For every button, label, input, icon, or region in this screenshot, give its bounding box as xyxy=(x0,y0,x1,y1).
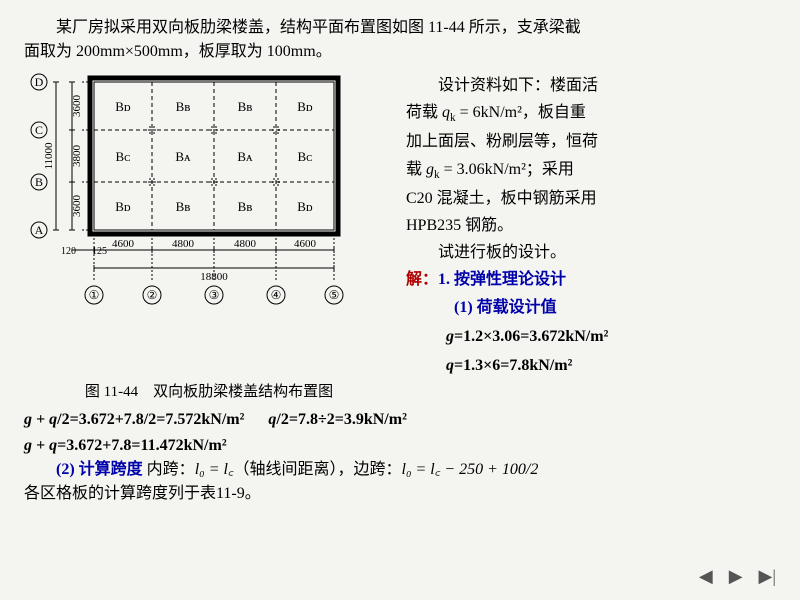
sub2-label: (2) 计算跨度 xyxy=(56,461,143,478)
bottom-block: g + q/2=3.672+7.8/2=7.572kN/m² q/2=7.8÷2… xyxy=(24,406,776,506)
t: g xyxy=(426,161,434,178)
t: 荷载 xyxy=(406,104,442,121)
svg-text:Bʙ: Bʙ xyxy=(238,99,253,114)
sub1-label: (1) 荷载设计值 xyxy=(454,299,557,316)
svg-text:③: ③ xyxy=(209,288,220,302)
side-s5: C20 混凝土，板中钢筋采用 xyxy=(406,185,776,212)
nav-controls: ◀ ▶ ▶| xyxy=(699,563,776,590)
t: l₀ = l꜀ − 250 + 100/2 xyxy=(402,461,539,478)
intro-line2: 面取为 200mm×500mm，板厚取为 100mm。 xyxy=(24,40,776,64)
side-s3: 加上面层、粉刷层等，恒荷 xyxy=(406,128,776,155)
diagram-block: Bᴅ Bʙ Bʙ Bᴅ Bᴄ Bᴀ Bᴀ Bᴄ Bᴅ Bʙ Bʙ Bᴅ D C B A 11000 3600 380… xyxy=(24,72,394,379)
svg-text:120: 120 xyxy=(61,246,76,257)
svg-text:4800: 4800 xyxy=(234,238,257,250)
svg-text:4600: 4600 xyxy=(112,238,135,250)
t: g + q xyxy=(24,437,57,454)
q-eq: q=1.3×6=7.8kN/m² xyxy=(406,352,776,379)
side-s1: 设计资料如下：楼面活 xyxy=(406,72,776,99)
prev-button[interactable]: ◀ xyxy=(699,563,713,590)
svg-text:Bʙ: Bʙ xyxy=(176,99,191,114)
svg-text:⑤: ⑤ xyxy=(329,288,340,302)
svg-text:4800: 4800 xyxy=(172,238,195,250)
side-s6: HPB235 钢筋。 xyxy=(406,212,776,239)
last-line: 各区格板的计算跨度列于表11-9。 xyxy=(24,482,776,506)
svg-text:3600: 3600 xyxy=(71,95,83,118)
gq: g + q=3.672+7.8=11.472kN/m² xyxy=(24,434,776,458)
t: q xyxy=(442,104,450,121)
svg-text:11000: 11000 xyxy=(43,142,55,170)
svg-text:4600: 4600 xyxy=(294,238,317,250)
svg-text:Bᴅ: Bᴅ xyxy=(115,99,131,114)
svg-text:Bᴅ: Bᴅ xyxy=(297,99,313,114)
t: =3.672+7.8=11.472kN/m² xyxy=(57,437,227,454)
svg-text:Bʙ: Bʙ xyxy=(238,199,253,214)
side-s2: 荷载 qk = 6kN/m²，板自重 xyxy=(406,99,776,128)
t: /2=3.672+7.8/2=7.572kN/m² xyxy=(57,411,244,428)
t: l₀ = l꜀ xyxy=(195,461,234,478)
solution-header: 解：1. 按弹性理论设计 xyxy=(406,266,776,293)
svg-text:①: ① xyxy=(89,288,100,302)
t: 内跨： xyxy=(143,461,195,478)
svg-text:②: ② xyxy=(147,288,158,302)
jie-label: 解： xyxy=(406,271,438,288)
svg-text:B: B xyxy=(35,175,43,189)
svg-text:Bᴀ: Bᴀ xyxy=(237,149,253,164)
step1: 1. 按弹性理论设计 xyxy=(438,271,566,288)
t: /2=7.8÷2=3.9kN/m² xyxy=(276,411,406,428)
t: q xyxy=(446,357,454,374)
diagram-caption: 图 11-44 双向板肋梁楼盖结构布置图 xyxy=(24,381,394,404)
intro-line1: 某厂房拟采用双向板肋梁楼盖，结构平面布置图如图 11-44 所示，支承梁截 xyxy=(24,16,776,40)
qhalf: q/2=7.8÷2=3.9kN/m² xyxy=(268,408,406,432)
svg-text:Bᴄ: Bᴄ xyxy=(116,149,131,164)
t: = 3.06kN/m²；采用 xyxy=(440,161,574,178)
svg-text:④: ④ xyxy=(271,288,282,302)
g-eq: g=1.2×3.06=3.672kN/m² xyxy=(406,323,776,350)
layout-diagram: Bᴅ Bʙ Bʙ Bᴅ Bᴄ Bᴀ Bᴀ Bᴄ Bᴅ Bʙ Bʙ Bᴅ D C B A 11000 3600 380… xyxy=(24,72,394,352)
t: （轴线间距离），边跨： xyxy=(233,461,401,478)
t: g + q xyxy=(24,411,57,428)
svg-text:A: A xyxy=(35,223,44,237)
svg-text:18800: 18800 xyxy=(200,271,228,283)
side-s7: 试进行板的设计。 xyxy=(406,239,776,266)
svg-text:3600: 3600 xyxy=(71,195,83,218)
svg-text:C: C xyxy=(35,123,43,137)
svg-text:Bᴅ: Bᴅ xyxy=(297,199,313,214)
t: 载 xyxy=(406,161,426,178)
sub1: (1) 荷载设计值 xyxy=(406,294,776,321)
side-s4: 载 gk = 3.06kN/m²；采用 xyxy=(406,156,776,185)
svg-text:Bᴀ: Bᴀ xyxy=(175,149,191,164)
sub2-line: (2) 计算跨度 内跨：l₀ = l꜀（轴线间距离），边跨：l₀ = l꜀ − … xyxy=(24,458,776,482)
svg-text:Bᴄ: Bᴄ xyxy=(298,149,313,164)
t: =1.3×6=7.8kN/m² xyxy=(454,357,572,374)
t: g xyxy=(446,328,454,345)
gqhalf: g + q/2=3.672+7.8/2=7.572kN/m² xyxy=(24,408,244,432)
next-button[interactable]: ▶ xyxy=(729,563,743,590)
svg-text:Bʙ: Bʙ xyxy=(176,199,191,214)
svg-text:3800: 3800 xyxy=(71,145,83,168)
svg-text:D: D xyxy=(35,75,44,89)
content-row: Bᴅ Bʙ Bʙ Bᴅ Bᴄ Bᴀ Bᴀ Bᴄ Bᴅ Bʙ Bʙ Bᴅ D C B A 11000 3600 380… xyxy=(24,72,776,379)
side-text: 设计资料如下：楼面活 荷载 qk = 6kN/m²，板自重 加上面层、粉刷层等，… xyxy=(394,72,776,379)
svg-text:Bᴅ: Bᴅ xyxy=(115,199,131,214)
last-button[interactable]: ▶| xyxy=(759,563,776,590)
t: =1.2×3.06=3.672kN/m² xyxy=(454,328,608,345)
t: = 6kN/m²，板自重 xyxy=(456,104,586,121)
